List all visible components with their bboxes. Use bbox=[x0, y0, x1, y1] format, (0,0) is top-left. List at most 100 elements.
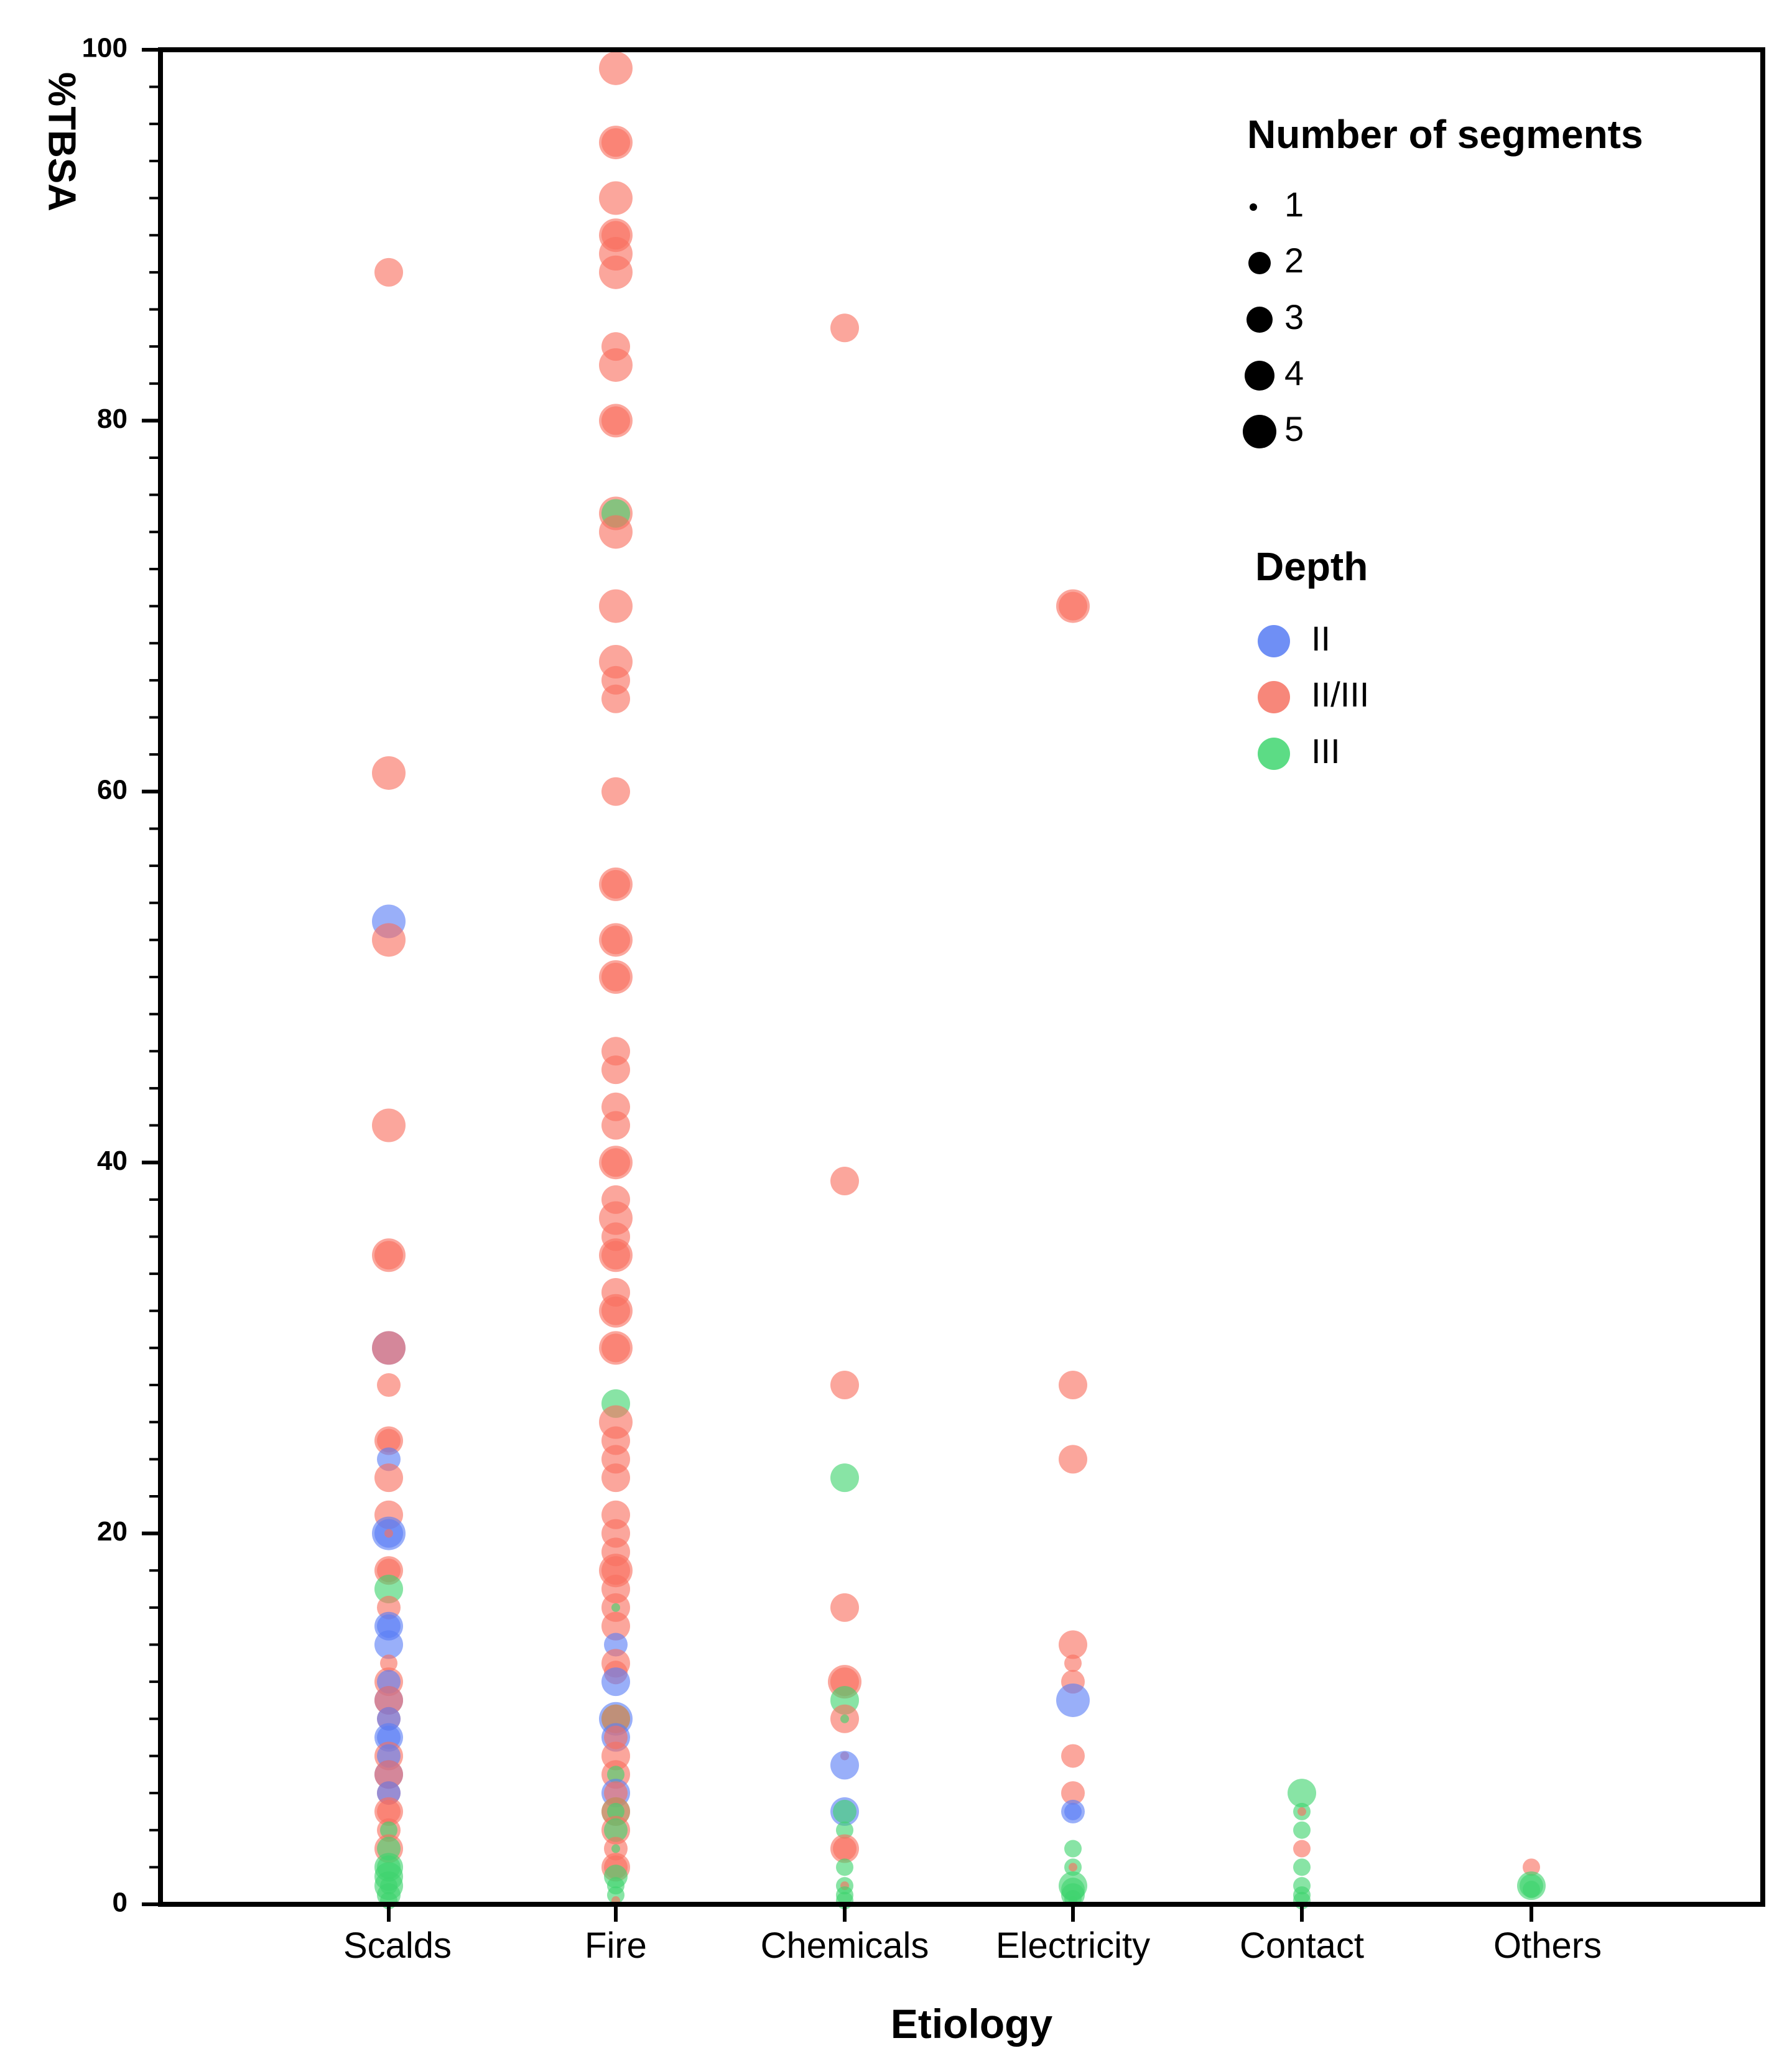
data-point bbox=[611, 1603, 620, 1612]
data-point bbox=[372, 1108, 406, 1142]
data-point bbox=[830, 1593, 859, 1622]
size-legend-label: 1 bbox=[1284, 185, 1304, 224]
data-point bbox=[1059, 1630, 1087, 1659]
data-point bbox=[374, 1241, 403, 1270]
data-point bbox=[607, 1886, 624, 1904]
x-tick-label: Electricity bbox=[996, 1925, 1150, 1966]
data-point bbox=[599, 51, 633, 85]
size-legend-label: 2 bbox=[1284, 241, 1304, 280]
depth-legend-marker bbox=[1258, 738, 1290, 770]
data-point bbox=[374, 1630, 403, 1659]
y-tick-label: 60 bbox=[97, 774, 128, 805]
data-point bbox=[601, 925, 630, 955]
data-point bbox=[601, 128, 630, 157]
data-point bbox=[601, 1463, 630, 1493]
data-point bbox=[1064, 1654, 1082, 1672]
depth-legend-label: II bbox=[1311, 619, 1330, 658]
x-tick-label: Scalds bbox=[343, 1925, 452, 1966]
data-point bbox=[1298, 1807, 1306, 1816]
x-tick-label: Contact bbox=[1240, 1925, 1364, 1966]
data-point bbox=[1523, 1881, 1540, 1899]
data-point bbox=[599, 181, 633, 215]
data-point bbox=[833, 1799, 857, 1823]
data-point bbox=[601, 1111, 630, 1140]
size-legend-marker bbox=[1243, 415, 1276, 448]
data-point bbox=[380, 1654, 397, 1672]
data-point bbox=[374, 1760, 403, 1789]
data-point bbox=[377, 1429, 401, 1453]
y-tick-label: 100 bbox=[82, 33, 128, 63]
data-point bbox=[1293, 1858, 1311, 1876]
data-point bbox=[833, 1837, 857, 1861]
y-axis-title: %TBSA bbox=[40, 72, 83, 211]
size-legend-marker bbox=[1245, 361, 1274, 391]
data-point bbox=[599, 515, 633, 549]
data-point bbox=[1059, 1371, 1087, 1400]
size-legend-label: 4 bbox=[1284, 353, 1304, 392]
data-point bbox=[601, 1055, 630, 1085]
data-point bbox=[384, 1529, 393, 1538]
depth-legend-label: II/III bbox=[1311, 675, 1369, 714]
data-point bbox=[601, 869, 630, 899]
data-point bbox=[601, 1611, 630, 1641]
data-point bbox=[607, 1766, 624, 1784]
data-point bbox=[1059, 1445, 1087, 1474]
y-tick-label: 20 bbox=[97, 1516, 128, 1547]
depth-legend-marker bbox=[1258, 681, 1290, 713]
data-point bbox=[601, 1296, 630, 1325]
data-point bbox=[599, 348, 633, 382]
data-point bbox=[374, 257, 403, 287]
data-point bbox=[599, 255, 633, 289]
data-point bbox=[377, 1799, 401, 1823]
x-tick-label: Others bbox=[1493, 1925, 1602, 1966]
data-point bbox=[1069, 1863, 1077, 1872]
size-legend: Number of segments 1 2 3 4 5 bbox=[1243, 112, 1643, 448]
size-legend-marker bbox=[1247, 307, 1273, 333]
x-axis: Scalds Fire Chemicals Electricity Contact Oth… bbox=[343, 1904, 1602, 1966]
size-legend-title: Number of segments bbox=[1247, 112, 1643, 157]
size-legend-label: 3 bbox=[1284, 297, 1304, 336]
data-point bbox=[1288, 1779, 1316, 1808]
depth-legend-label: III bbox=[1311, 731, 1340, 771]
x-axis-title: Etiology bbox=[891, 2001, 1053, 2047]
points-layer bbox=[372, 51, 1546, 1910]
depth-legend-marker bbox=[1258, 625, 1290, 657]
data-point bbox=[372, 923, 406, 957]
data-point bbox=[374, 1685, 403, 1715]
data-point bbox=[601, 963, 630, 991]
data-point bbox=[1293, 1840, 1311, 1858]
data-point bbox=[836, 1858, 853, 1876]
data-point bbox=[830, 1751, 859, 1780]
size-legend-marker bbox=[1248, 252, 1271, 274]
data-point bbox=[601, 1148, 630, 1177]
data-point bbox=[1061, 1744, 1085, 1768]
data-point bbox=[836, 1821, 853, 1839]
data-point bbox=[372, 1331, 406, 1365]
data-point bbox=[1293, 1821, 1311, 1839]
data-point bbox=[1523, 1858, 1540, 1876]
data-point bbox=[599, 589, 633, 623]
data-point bbox=[601, 406, 630, 435]
data-point bbox=[372, 756, 406, 790]
y-tick-label: 0 bbox=[113, 1888, 128, 1918]
color-legend: Depth II II/III III bbox=[1255, 544, 1369, 771]
data-point bbox=[374, 1575, 403, 1604]
data-point bbox=[601, 1241, 630, 1270]
data-point bbox=[830, 1167, 859, 1196]
data-point bbox=[1064, 1802, 1082, 1820]
data-point bbox=[601, 1333, 630, 1363]
data-point bbox=[611, 1844, 620, 1853]
data-point bbox=[1061, 1781, 1085, 1805]
size-legend-label: 5 bbox=[1284, 409, 1304, 448]
data-point bbox=[377, 1373, 401, 1397]
data-point bbox=[1056, 1683, 1090, 1717]
y-axis: 0 20 40 60 80 100 bbox=[82, 33, 160, 1918]
data-point bbox=[830, 1463, 859, 1493]
size-legend-marker bbox=[1250, 203, 1257, 211]
data-point bbox=[601, 1667, 630, 1697]
data-point bbox=[830, 1371, 859, 1400]
y-tick-label: 80 bbox=[97, 404, 128, 434]
data-point bbox=[1064, 1840, 1082, 1858]
